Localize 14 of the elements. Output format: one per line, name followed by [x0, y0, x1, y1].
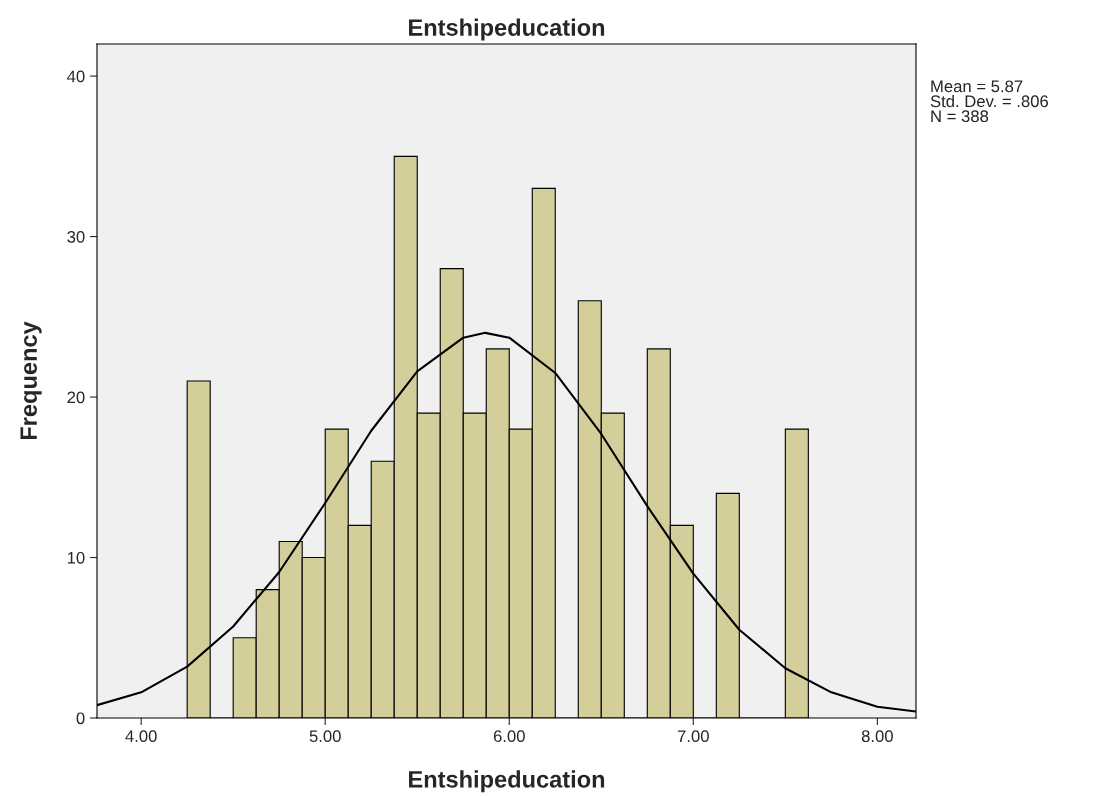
x-tick-label: 6.00 [493, 730, 525, 743]
y-axis-title: Frequency [20, 321, 42, 440]
chart-title: Entshipeducation [409, 18, 605, 41]
x-tick-label: 5.00 [309, 730, 341, 743]
y-tick-label: 40 [67, 70, 85, 83]
y-tick-label: 30 [67, 230, 85, 243]
x-axis-title: Entshipeducation [409, 770, 605, 793]
y-tick-label: 10 [67, 551, 85, 564]
y-tick-label: 20 [67, 391, 85, 404]
text: Mean = 5.87 Std. Dev. = .806 N = 388 [930, 80, 1049, 123]
x-tick-label: 4.00 [125, 730, 157, 743]
y-tick-label: 0 [76, 712, 85, 725]
x-tick-label: 8.00 [861, 730, 893, 743]
x-tick-label: 7.00 [677, 730, 709, 743]
